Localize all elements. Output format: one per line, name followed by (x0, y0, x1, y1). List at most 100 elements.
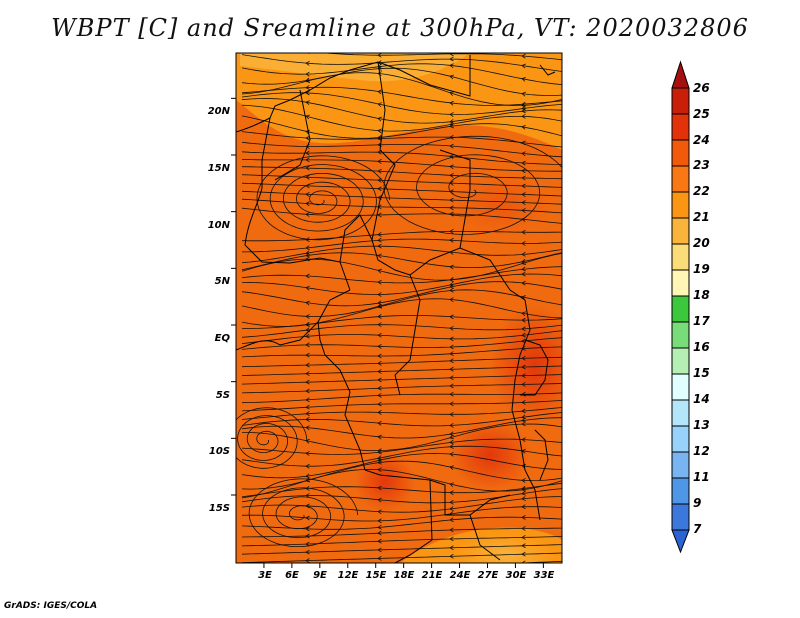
streamline-arrow (521, 311, 526, 317)
streamline-arrow (449, 434, 454, 440)
streamline (241, 438, 562, 455)
streamline-arrow (449, 297, 454, 303)
streamline-arrow (521, 551, 526, 557)
x-tick-24e: 24E (450, 570, 471, 581)
streamline-arrow (449, 100, 454, 106)
streamline (241, 374, 562, 385)
streamline-arrow (449, 284, 454, 289)
streamline (241, 544, 562, 555)
streamline (320, 53, 562, 61)
streamline-arrow (521, 192, 526, 197)
streamline (241, 115, 562, 139)
streamline-arrow (449, 527, 454, 533)
streamline (241, 92, 562, 115)
streamline-arrow (521, 391, 526, 397)
streamline-arrow (521, 76, 526, 82)
streamline-arrow (377, 168, 382, 174)
wbpt-cool-north (236, 53, 562, 150)
streamline-arrow (449, 517, 454, 523)
streamline-arrow (521, 241, 526, 246)
streamline-arrow (521, 91, 526, 97)
streamline-arrow (521, 101, 526, 107)
streamline-arrow (305, 379, 310, 385)
streamline-arrow (449, 536, 454, 542)
streamline-arrow (521, 295, 526, 300)
colorbar-label-21: 21 (693, 210, 710, 224)
streamline (241, 460, 562, 490)
streamline (241, 266, 562, 284)
streamline-arrow (377, 410, 382, 415)
streamline-arrow (449, 344, 454, 350)
wbpt-warm-southeast (450, 420, 530, 490)
streamline-arrow (377, 322, 382, 328)
streamline (241, 392, 562, 404)
y-tick-10s: 10S (209, 446, 230, 457)
streamline-arrow (449, 134, 454, 140)
streamline-arrow (449, 383, 454, 389)
streamline-arrow (305, 273, 310, 279)
streamline-arrow (305, 157, 310, 163)
y-tick-5s: 5S (216, 390, 230, 401)
streamline (241, 356, 562, 368)
streamline-arrow (305, 451, 310, 456)
streamline-arrow (377, 538, 382, 544)
streamline-arrow (377, 128, 382, 134)
streamline-arrow (305, 191, 310, 197)
streamline (241, 98, 562, 124)
streamline (241, 527, 562, 538)
streamline (241, 496, 562, 513)
colorbar-swatch (671, 295, 690, 323)
streamline-arrow (305, 371, 310, 377)
streamline-arrow (521, 183, 526, 189)
x-axis-ticks (263, 563, 544, 568)
streamline-arrow (521, 251, 526, 257)
streamline-arrow (377, 547, 382, 553)
wbpt-warm-south (355, 452, 415, 512)
streamline-arrow (305, 333, 310, 339)
map-frame (235, 52, 563, 564)
colorbar-label-23: 23 (693, 158, 710, 172)
streamline-arrow (449, 112, 454, 117)
colorbar-swatch (671, 425, 690, 453)
streamline-arrow (377, 449, 382, 455)
map-title: WBPT [C] and Sreamline at 300hPa, VT: 20… (51, 14, 749, 42)
colorbar-label-19: 19 (693, 262, 710, 276)
streamline-arrow (449, 351, 454, 357)
streamline-arrow (305, 485, 310, 491)
streamline-arrow (305, 438, 310, 444)
streamline (241, 337, 562, 350)
streamline-arrow (521, 113, 526, 119)
colorbar-swatch (671, 165, 690, 193)
streamline-arrow (305, 541, 310, 547)
streamline-arrow (377, 232, 382, 237)
colorbar-swatch (671, 373, 690, 401)
wbpt-warm-northeast (450, 175, 550, 235)
x-tick-18e: 18E (394, 570, 415, 581)
streamline-arrow (305, 342, 310, 348)
streamline-arrow (305, 463, 310, 469)
streamline-arrow (377, 53, 382, 58)
streamline-arrow (449, 391, 454, 397)
streamline-arrow (377, 485, 382, 491)
streamline (241, 198, 562, 214)
streamline-arrow (449, 74, 454, 80)
colorbar-label-16: 16 (693, 340, 710, 354)
streamline-arrow (521, 496, 526, 501)
streamline-arrow (377, 212, 382, 218)
streamline (241, 412, 562, 427)
streamline (242, 315, 562, 329)
streamline-arrow (449, 173, 454, 178)
streamline-arrow (305, 174, 310, 180)
streamline-arrow (377, 457, 382, 463)
streamline-arrow (377, 509, 382, 515)
streamline-arrow (305, 237, 310, 242)
streamline-arrow (521, 437, 526, 443)
streamline-arrow (305, 352, 310, 358)
colorbar-swatch (671, 87, 690, 115)
streamline (241, 231, 562, 242)
streamline-arrow (521, 260, 526, 265)
streamline-arrow (521, 266, 526, 272)
streamline (241, 365, 562, 376)
colorbar-swatch (671, 243, 690, 271)
streamline-arrow (377, 303, 382, 309)
